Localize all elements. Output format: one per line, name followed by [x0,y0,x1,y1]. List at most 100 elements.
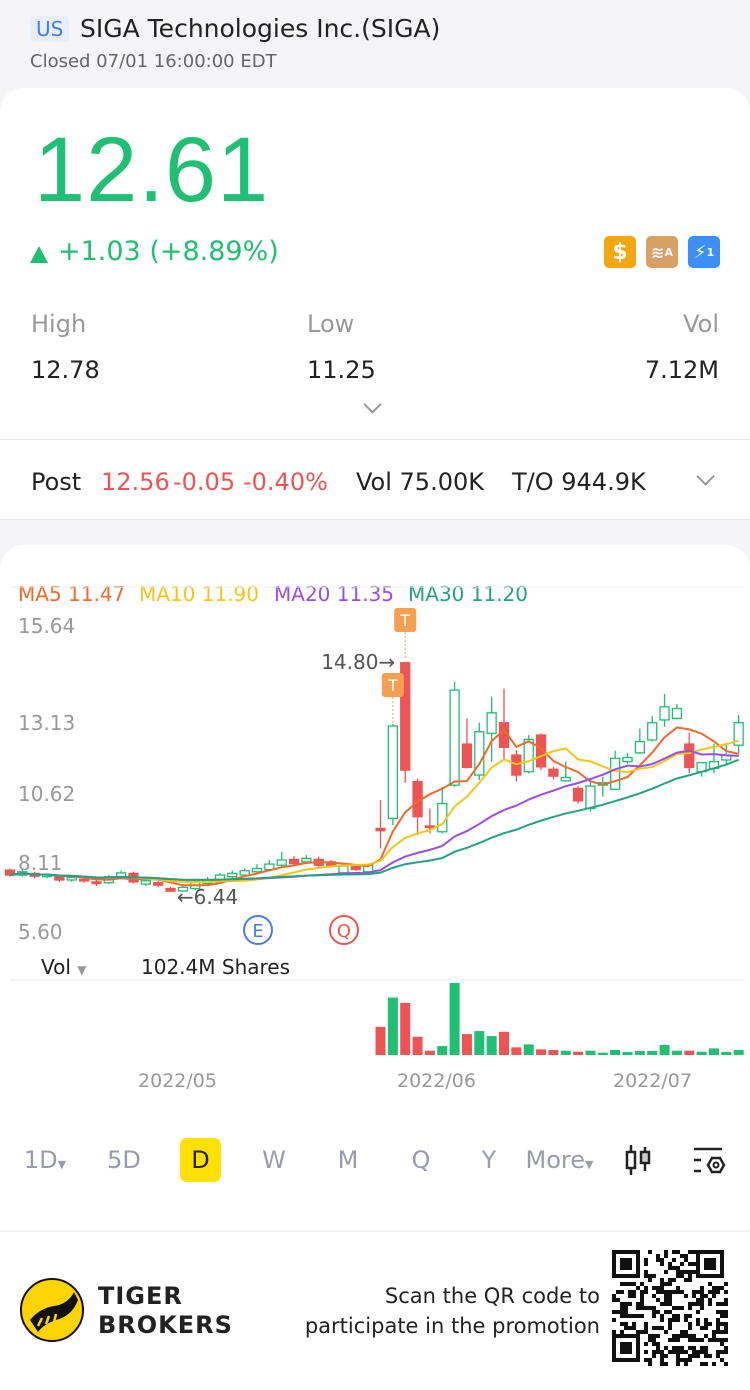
ma5-legend: MA5 11.47 [18,582,126,606]
volume-bar [387,997,398,1055]
period-y[interactable]: Y [481,1146,497,1174]
period-q[interactable]: Q [411,1146,431,1174]
candle-body [634,740,645,754]
candle-body [350,865,361,871]
lightning-1-icon[interactable]: ⚡ 1 [688,236,720,268]
candle-body [610,757,621,790]
volume-bar [671,1050,682,1055]
x-tick: 2022/06 [397,1070,476,1092]
period-m[interactable]: M [337,1146,359,1174]
volume-bar [696,1051,707,1055]
high-label: High [31,310,87,338]
post-label: Post [31,468,82,496]
ma5-line [9,726,739,887]
candle-body [338,865,349,874]
market-badge: US [30,16,70,42]
candle-body [54,876,65,881]
candle-body [437,802,448,833]
candle-body [486,712,497,735]
ma10-legend: MA10 11.90 [139,582,259,606]
post-price: 12.56 [101,468,170,496]
qr-code[interactable] [612,1250,728,1366]
volume-bar [708,1048,719,1055]
volume-bar [610,1050,621,1055]
candle-body [622,756,633,763]
price-chart[interactable]: 14.80→ ←6.44 T T E Q [0,560,750,1100]
period-5d[interactable]: 5D [107,1146,141,1174]
candle-body [140,880,152,885]
stock-title: SIGA Technologies Inc.(SIGA) [80,14,441,43]
volume-bar [511,1047,522,1055]
candle-body [659,706,670,721]
ma30-line [9,758,740,881]
volume-bar [647,1050,658,1055]
period-d[interactable]: D [180,1138,221,1182]
candle-body [647,722,658,741]
price-change: +1.03 (+8.89%) [58,236,279,267]
candle-body [548,768,559,777]
candle-body [523,738,534,773]
tag-t-label: T [399,611,410,630]
volume-bar [486,1036,497,1055]
candle-body [239,870,250,876]
divider [0,519,750,520]
period-more[interactable]: More▼ [525,1146,594,1174]
candle-body [153,882,164,886]
low-marker: ←6.44 [177,885,238,909]
tag-t-badge [381,673,404,697]
q-event-icon-label: Q [337,921,351,942]
candle-body [288,858,300,865]
volume-bar [721,1052,732,1055]
ma30-legend: MA30 11.20 [408,582,528,606]
period-1d[interactable]: 1D▼ [23,1146,67,1174]
volume-bar [400,1002,411,1055]
high-value: 12.78 [31,356,100,384]
volume-indicator-select[interactable]: Vol ▼ [41,955,87,979]
x-tick: 2022/05 [138,1070,217,1092]
y-tick: 10.62 [18,782,76,806]
post-turnover: T/O 944.9K [512,468,646,496]
q-event-icon [329,915,359,945]
volume-bar [461,1034,472,1055]
volume-bar [499,1031,509,1055]
ma20-line [9,749,739,881]
indicator-settings-icon[interactable] [692,1146,726,1176]
vol-label: Vol [683,310,719,338]
dollar-icon[interactable]: $ [604,236,636,268]
low-label: Low [307,310,355,338]
candle-body [684,743,695,769]
candle-body [301,857,312,863]
tiger-brokers-logo [20,1278,84,1342]
brand-line1: TIGER [98,1282,183,1310]
candle-body [375,827,386,832]
candle-body [177,886,189,892]
candle-body [671,707,683,719]
ma20-legend: MA20 11.35 [274,582,394,606]
volume-bar [733,1050,744,1055]
volume-bar [585,1050,596,1055]
volume-bar [412,1036,423,1055]
volume-bar [634,1050,645,1055]
candle-body [424,825,436,829]
volume-bar [560,1050,571,1055]
candle-body [91,881,102,885]
candle-body [4,869,16,876]
volume-bar [375,1026,386,1055]
volume-bar [424,1050,435,1055]
candle-body [251,867,263,873]
high-marker: 14.80→ [321,650,395,674]
x-tick: 2022/07 [613,1070,692,1092]
divider [0,439,750,440]
y-tick: 8.11 [18,851,63,875]
low-value: 11.25 [307,356,376,384]
post-change: -0.05 [173,468,236,496]
qr-finder [704,1258,716,1270]
volume-bar [684,1050,695,1055]
volume-bar [474,1031,485,1055]
post-pct: -0.40% [243,468,328,496]
candlestick-icon[interactable] [622,1143,654,1177]
layers-a-icon[interactable]: ≋ A [646,236,678,268]
period-w[interactable]: W [262,1146,286,1174]
qr-finder [620,1258,632,1270]
tag-t-label: T [387,676,398,695]
